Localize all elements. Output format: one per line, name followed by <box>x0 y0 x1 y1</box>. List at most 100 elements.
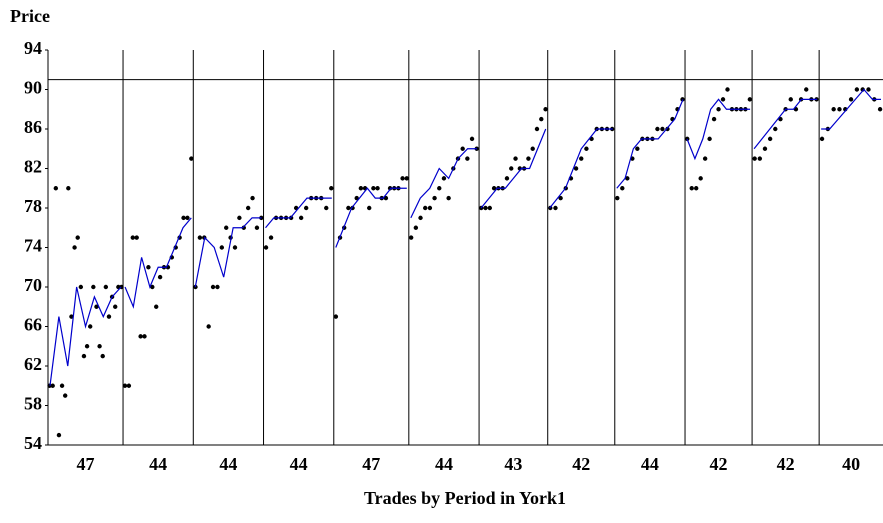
trade-dot <box>154 304 159 309</box>
trade-dot <box>866 87 871 92</box>
trade-dot <box>423 205 428 211</box>
trade-dot <box>78 284 84 290</box>
y-tick-label: 62 <box>24 354 42 374</box>
y-tick-label: 86 <box>24 117 42 137</box>
trade-dot <box>59 383 65 388</box>
average-line <box>124 217 192 309</box>
y-tick-label: 74 <box>24 236 42 256</box>
trade-dot <box>698 176 703 181</box>
trade-dot <box>504 176 510 181</box>
trade-dot <box>665 126 670 132</box>
trade-dot <box>702 156 708 161</box>
trade-dot <box>367 205 372 211</box>
trade-dot <box>694 186 699 191</box>
trade-dot <box>441 176 447 181</box>
trade-dot <box>146 265 151 270</box>
average-line <box>194 217 262 288</box>
trade-dot <box>539 116 544 122</box>
trade-dot <box>72 245 77 250</box>
trade-dot <box>241 225 246 230</box>
trade-dot <box>716 107 721 112</box>
trade-dot <box>831 107 836 112</box>
trade-dot <box>53 186 59 191</box>
trade-dot <box>358 186 364 191</box>
trade-dot <box>725 87 730 92</box>
average-line <box>265 197 332 229</box>
trade-dot <box>303 205 309 211</box>
average-line <box>410 148 478 219</box>
trade-dot <box>469 136 475 142</box>
trade-dot <box>635 146 640 151</box>
average-line <box>686 98 751 161</box>
trade-dot <box>413 225 419 230</box>
trade-dot <box>408 235 414 240</box>
trade-dot <box>655 126 660 132</box>
trade-dot <box>329 186 334 191</box>
trade-dot <box>762 146 768 151</box>
y-axis-title: Price <box>10 6 50 26</box>
trade-dot <box>245 205 251 211</box>
trade-dot <box>819 136 825 142</box>
trade-dot <box>773 126 778 132</box>
trade-dot <box>788 97 793 102</box>
trade-dot <box>268 235 274 240</box>
trade-dot <box>387 186 393 191</box>
trade-dot <box>848 97 854 102</box>
x-tick-label: 44 <box>290 454 308 474</box>
x-tick-label: 44 <box>219 454 237 474</box>
trade-dot <box>460 146 465 151</box>
trade-dot <box>106 314 112 319</box>
trade-dot <box>333 314 339 319</box>
trade-dot <box>97 344 102 349</box>
trade-dot <box>432 195 437 201</box>
trade-dot <box>142 334 147 339</box>
average-line <box>821 88 881 130</box>
trade-dot <box>219 245 225 250</box>
trade-dot <box>56 432 62 438</box>
trade-dot <box>150 284 155 290</box>
trade-dot <box>237 215 242 221</box>
trade-dot <box>418 215 423 221</box>
trade-dot <box>487 205 492 211</box>
trade-dot <box>371 186 376 191</box>
trade-dot <box>66 186 71 191</box>
average-line <box>753 98 818 150</box>
trade-dot <box>346 205 351 211</box>
trade-dot <box>254 225 260 230</box>
trade-dot <box>615 195 620 201</box>
trade-dot <box>298 215 304 221</box>
x-tick-label: 42 <box>572 454 590 474</box>
y-tick-label: 58 <box>24 394 42 414</box>
trade-dot <box>573 166 579 171</box>
y-tick-label: 82 <box>24 157 42 177</box>
trade-dot <box>50 383 55 388</box>
x-tick-label: 47 <box>77 454 95 474</box>
average-line <box>549 128 613 209</box>
trade-dot <box>837 107 842 112</box>
trade-dot <box>427 205 433 211</box>
trade-dot <box>767 136 773 142</box>
trade-dot <box>113 304 118 309</box>
trade-dot <box>100 353 105 359</box>
trade-dot <box>134 235 139 240</box>
y-tick-label: 54 <box>24 433 42 453</box>
y-tick-label: 66 <box>24 315 42 335</box>
trade-dot <box>185 215 190 221</box>
trade-dot <box>446 195 451 201</box>
trade-dot <box>189 156 194 161</box>
trade-dot <box>660 126 665 132</box>
trade-dot <box>437 186 442 191</box>
y-tick-label: 78 <box>24 196 42 216</box>
trade-dot <box>84 344 90 349</box>
trade-dot <box>534 126 540 132</box>
x-tick-label: 42 <box>710 454 728 474</box>
trade-dot <box>197 235 203 240</box>
average-line <box>480 128 547 209</box>
trade-dot <box>804 87 809 92</box>
trade-dot <box>854 87 860 92</box>
trade-dot <box>513 156 518 161</box>
trade-dot <box>224 225 229 230</box>
trade-dot <box>404 176 409 181</box>
average-line <box>335 187 407 248</box>
